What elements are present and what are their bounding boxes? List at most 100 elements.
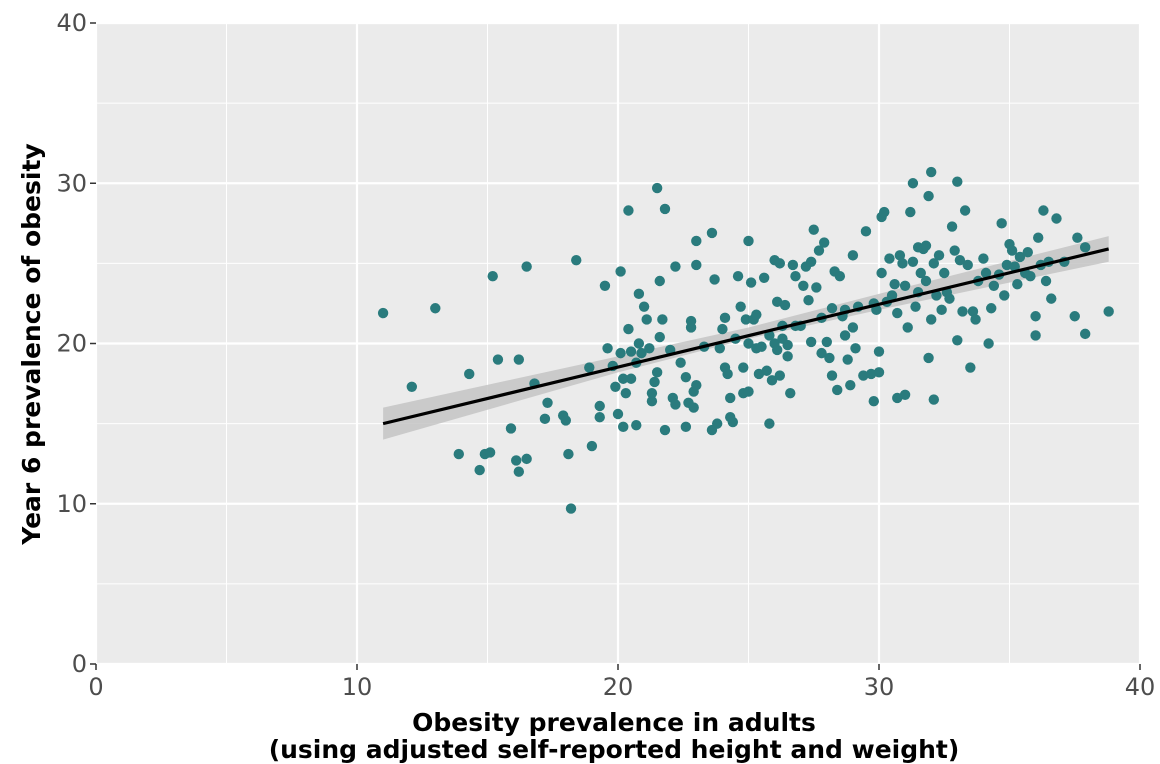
data-point: [1012, 279, 1023, 290]
data-point: [928, 258, 940, 269]
data-point: [907, 178, 919, 189]
data-point: [905, 206, 916, 218]
data-point: [563, 448, 574, 460]
data-point: [474, 464, 485, 476]
data-point: [936, 304, 947, 316]
data-point: [751, 309, 762, 320]
data-point: [753, 368, 765, 380]
data-point: [651, 182, 663, 194]
data-point: [714, 343, 725, 354]
data-point: [1001, 259, 1013, 271]
data-point: [1079, 328, 1091, 340]
data-point: [1051, 213, 1062, 224]
data-point: [944, 293, 955, 304]
data-point: [484, 447, 496, 458]
data-point: [406, 381, 418, 392]
data-point: [649, 376, 660, 388]
data-point: [779, 299, 791, 311]
data-point: [487, 270, 498, 282]
data-point: [886, 290, 898, 301]
data-point: [959, 205, 971, 216]
x-tick-label: 20: [603, 673, 634, 701]
x-axis-title-line2: (using adjusted self-reported height and…: [269, 735, 960, 764]
data-point: [610, 381, 621, 392]
y-axis-title: Year 6 prevalence of obesity: [17, 143, 46, 545]
data-point: [740, 314, 752, 325]
data-point: [868, 395, 879, 407]
data-point: [805, 336, 817, 348]
data-point: [1009, 261, 1020, 272]
data-point: [761, 365, 772, 376]
data-point: [453, 448, 464, 460]
data-point: [745, 277, 757, 288]
data-point: [492, 354, 504, 365]
data-point: [873, 367, 885, 378]
data-point: [899, 389, 911, 400]
data-point: [430, 303, 441, 314]
data-point: [732, 270, 744, 282]
data-point: [646, 387, 658, 399]
y-tick-label: 30: [56, 169, 87, 197]
data-point: [641, 314, 652, 325]
data-point: [602, 343, 613, 354]
data-point: [897, 258, 908, 269]
data-point: [615, 347, 626, 359]
data-point: [680, 371, 692, 383]
data-point: [787, 259, 799, 271]
data-point: [785, 387, 796, 399]
data-point: [615, 266, 626, 277]
data-point: [594, 412, 605, 423]
data-point: [988, 280, 1000, 292]
data-point: [691, 259, 702, 271]
data-point: [758, 272, 770, 283]
data-point: [923, 352, 934, 364]
data-point: [949, 245, 960, 256]
data-point: [377, 307, 389, 319]
data-point: [980, 267, 992, 279]
data-point: [565, 503, 577, 514]
data-point: [858, 370, 869, 381]
data-point: [727, 416, 739, 428]
data-point: [923, 190, 934, 202]
data-point: [772, 344, 783, 356]
y-tick-label: 0: [72, 650, 87, 678]
data-point: [876, 267, 887, 279]
data-point: [983, 338, 994, 349]
data-point: [636, 347, 647, 359]
data-point: [782, 351, 793, 362]
data-point: [670, 399, 681, 410]
data-point: [719, 312, 731, 324]
data-point: [845, 379, 856, 391]
data-point: [892, 307, 903, 319]
data-point: [521, 453, 532, 465]
data-point: [926, 166, 937, 178]
data-point: [1040, 275, 1052, 287]
data-point: [625, 346, 637, 357]
data-point: [996, 218, 1007, 229]
data-point: [654, 331, 665, 343]
data-point: [1038, 205, 1049, 216]
data-point: [1022, 246, 1033, 258]
data-point: [892, 392, 903, 404]
data-point: [847, 322, 859, 333]
data-point: [659, 203, 671, 215]
data-point: [952, 335, 963, 346]
data-point: [889, 279, 900, 290]
data-point: [873, 346, 885, 357]
data-point: [798, 280, 809, 292]
data-point: [670, 261, 681, 272]
data-point: [571, 254, 582, 266]
data-point: [902, 322, 913, 333]
data-point: [970, 314, 981, 325]
data-point: [910, 301, 921, 312]
data-point: [620, 387, 632, 399]
x-tick-label: 10: [342, 673, 373, 701]
data-point: [633, 288, 645, 300]
data-point: [1033, 232, 1044, 243]
data-point: [860, 226, 872, 237]
data-point: [743, 235, 754, 247]
data-point: [638, 301, 650, 312]
data-point: [706, 227, 718, 239]
data-point: [978, 253, 989, 264]
data-point: [824, 352, 835, 364]
